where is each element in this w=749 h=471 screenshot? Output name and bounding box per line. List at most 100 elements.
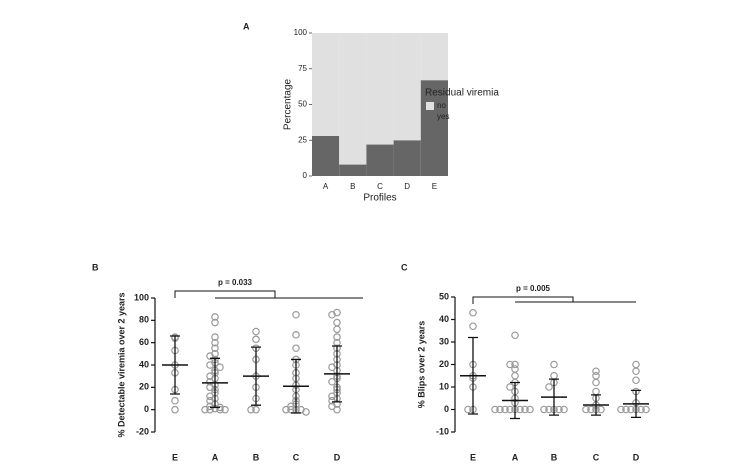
data-point xyxy=(506,405,514,414)
x-tick-label: A xyxy=(323,182,329,191)
y-tick-label: 50 xyxy=(298,100,307,109)
data-point xyxy=(211,338,219,347)
data-point xyxy=(287,402,295,411)
data-point xyxy=(511,365,519,373)
data-point xyxy=(292,331,300,339)
data-point xyxy=(206,396,214,405)
data-point xyxy=(247,405,255,414)
x-tick-label: A xyxy=(512,452,519,462)
data-point xyxy=(211,313,219,321)
bar-segment xyxy=(312,135,340,176)
data-point xyxy=(328,363,336,372)
data-point xyxy=(506,383,514,391)
data-point xyxy=(587,405,595,414)
y-tick-label: 80 xyxy=(139,315,149,325)
data-point xyxy=(282,405,290,414)
data-point xyxy=(592,387,600,396)
y-tick-label: 0 xyxy=(303,171,308,180)
x-tick-label: E xyxy=(432,182,437,191)
data-point xyxy=(292,310,300,319)
data-point xyxy=(333,325,341,334)
data-point xyxy=(555,405,563,414)
data-point xyxy=(597,405,605,414)
x-axis-label: Profiles xyxy=(363,193,396,204)
data-point xyxy=(632,360,640,369)
data-point xyxy=(328,310,336,319)
data-point xyxy=(642,405,650,414)
data-point xyxy=(216,363,224,372)
data-point xyxy=(627,405,635,414)
data-point xyxy=(592,367,600,376)
y-tick-label: 60 xyxy=(139,337,149,347)
data-point xyxy=(592,371,600,380)
bar-segment xyxy=(420,33,448,81)
data-point xyxy=(582,405,590,414)
bar-segment xyxy=(366,33,394,145)
x-tick-label: A xyxy=(212,452,219,462)
data-point xyxy=(211,318,219,327)
x-tick-label: B xyxy=(350,182,355,191)
data-point xyxy=(171,396,179,405)
y-tick-label: -20 xyxy=(136,426,149,436)
data-point xyxy=(526,405,534,414)
x-tick-label: C xyxy=(593,452,600,462)
data-point xyxy=(491,405,499,414)
data-point xyxy=(545,405,553,414)
data-point xyxy=(540,405,548,414)
y-tick-label: 75 xyxy=(298,64,307,73)
y-axis-label: % Blips over 2 years xyxy=(416,321,426,409)
y-tick-label: 50 xyxy=(439,291,449,301)
x-tick-label: C xyxy=(377,182,383,191)
data-point xyxy=(201,405,209,414)
data-point xyxy=(221,405,229,414)
data-point xyxy=(496,405,504,414)
significance-bracket xyxy=(472,296,636,304)
bar-segment xyxy=(393,140,421,176)
x-tick-label: D xyxy=(633,452,640,462)
y-tick-label: 0 xyxy=(144,404,149,414)
data-point xyxy=(206,405,214,414)
data-point xyxy=(511,360,519,369)
y-axis-label: Percentage xyxy=(283,78,294,130)
bar-segment xyxy=(339,33,367,165)
y-tick-label: 25 xyxy=(298,135,307,144)
x-tick-label: B xyxy=(253,452,260,462)
bar-segment xyxy=(420,80,448,176)
data-point xyxy=(252,327,260,336)
y-tick-label: 10 xyxy=(439,381,449,391)
panel-label: C xyxy=(401,262,408,272)
data-point xyxy=(622,405,630,414)
x-tick-label: E xyxy=(172,452,178,462)
data-point xyxy=(501,405,509,414)
y-tick-label: 20 xyxy=(439,359,449,369)
y-tick-label: 30 xyxy=(439,336,449,346)
data-point xyxy=(550,371,558,380)
data-point xyxy=(560,405,568,414)
data-point xyxy=(333,318,341,327)
data-point xyxy=(516,405,524,414)
legend-label: no xyxy=(437,101,446,110)
data-point xyxy=(521,405,529,414)
y-tick-label: 20 xyxy=(139,382,149,392)
x-tick-label: D xyxy=(334,452,341,462)
data-point xyxy=(637,405,645,414)
data-point xyxy=(216,405,224,414)
data-point xyxy=(592,378,600,387)
data-point xyxy=(550,360,558,369)
legend-swatch xyxy=(426,113,434,121)
significance-bracket xyxy=(174,290,363,299)
x-tick-label: E xyxy=(470,452,476,462)
x-tick-label: D xyxy=(404,182,410,191)
data-point xyxy=(328,377,336,386)
data-point xyxy=(632,367,640,376)
data-point xyxy=(302,408,310,416)
x-tick-label: C xyxy=(293,452,300,462)
data-point xyxy=(464,405,472,414)
legend-swatch xyxy=(426,102,434,110)
data-point xyxy=(632,376,640,385)
panel-label: B xyxy=(92,262,99,272)
data-point xyxy=(333,405,341,414)
data-point xyxy=(171,405,179,414)
y-tick-label: 100 xyxy=(294,28,308,37)
